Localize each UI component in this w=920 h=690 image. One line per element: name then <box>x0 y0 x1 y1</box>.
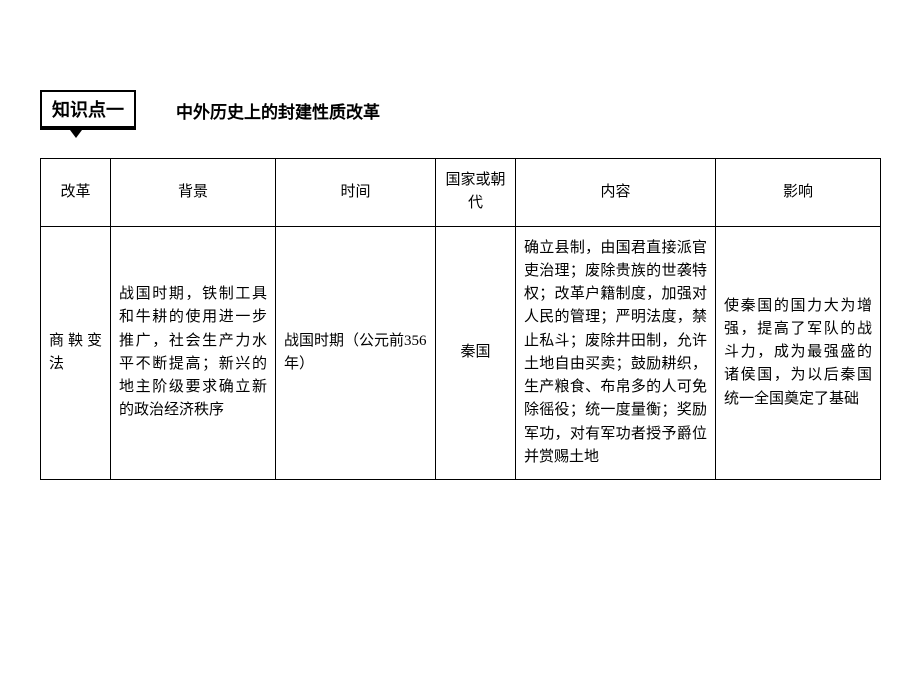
reform-table: 改革 背景 时间 国家或朝代 内容 影响 商鞅变法 战国时期，铁制工具和牛耕的使… <box>40 158 881 480</box>
table-row: 商鞅变法 战国时期，铁制工具和牛耕的使用进一步推广，社会生产力水平不断提高；新兴… <box>41 226 881 480</box>
cell-reform: 商鞅变法 <box>41 226 111 480</box>
header-row: 知识点一 中外历史上的封建性质改革 <box>40 90 880 130</box>
knowledge-badge: 知识点一 <box>40 90 136 130</box>
col-header-content: 内容 <box>516 159 716 227</box>
col-header-time: 时间 <box>276 159 436 227</box>
col-header-country: 国家或朝代 <box>436 159 516 227</box>
cell-country: 秦国 <box>436 226 516 480</box>
section-title: 中外历史上的封建性质改革 <box>176 98 380 123</box>
cell-time: 战国时期（公元前356年） <box>276 226 436 480</box>
cell-background: 战国时期，铁制工具和牛耕的使用进一步推广，社会生产力水平不断提高；新兴的地主阶级… <box>111 226 276 480</box>
col-header-background: 背景 <box>111 159 276 227</box>
cell-content: 确立县制，由国君直接派官吏治理；废除贵族的世袭特权；改革户籍制度，加强对人民的管… <box>516 226 716 480</box>
page-root: 知识点一 中外历史上的封建性质改革 改革 背景 时间 国家或朝代 内容 影响 商… <box>0 0 920 520</box>
col-header-reform: 改革 <box>41 159 111 227</box>
cell-impact: 使秦国的国力大为增强，提高了军队的战斗力，成为最强盛的诸侯国，为以后秦国统一全国… <box>716 226 881 480</box>
table-header-row: 改革 背景 时间 国家或朝代 内容 影响 <box>41 159 881 227</box>
col-header-impact: 影响 <box>716 159 881 227</box>
